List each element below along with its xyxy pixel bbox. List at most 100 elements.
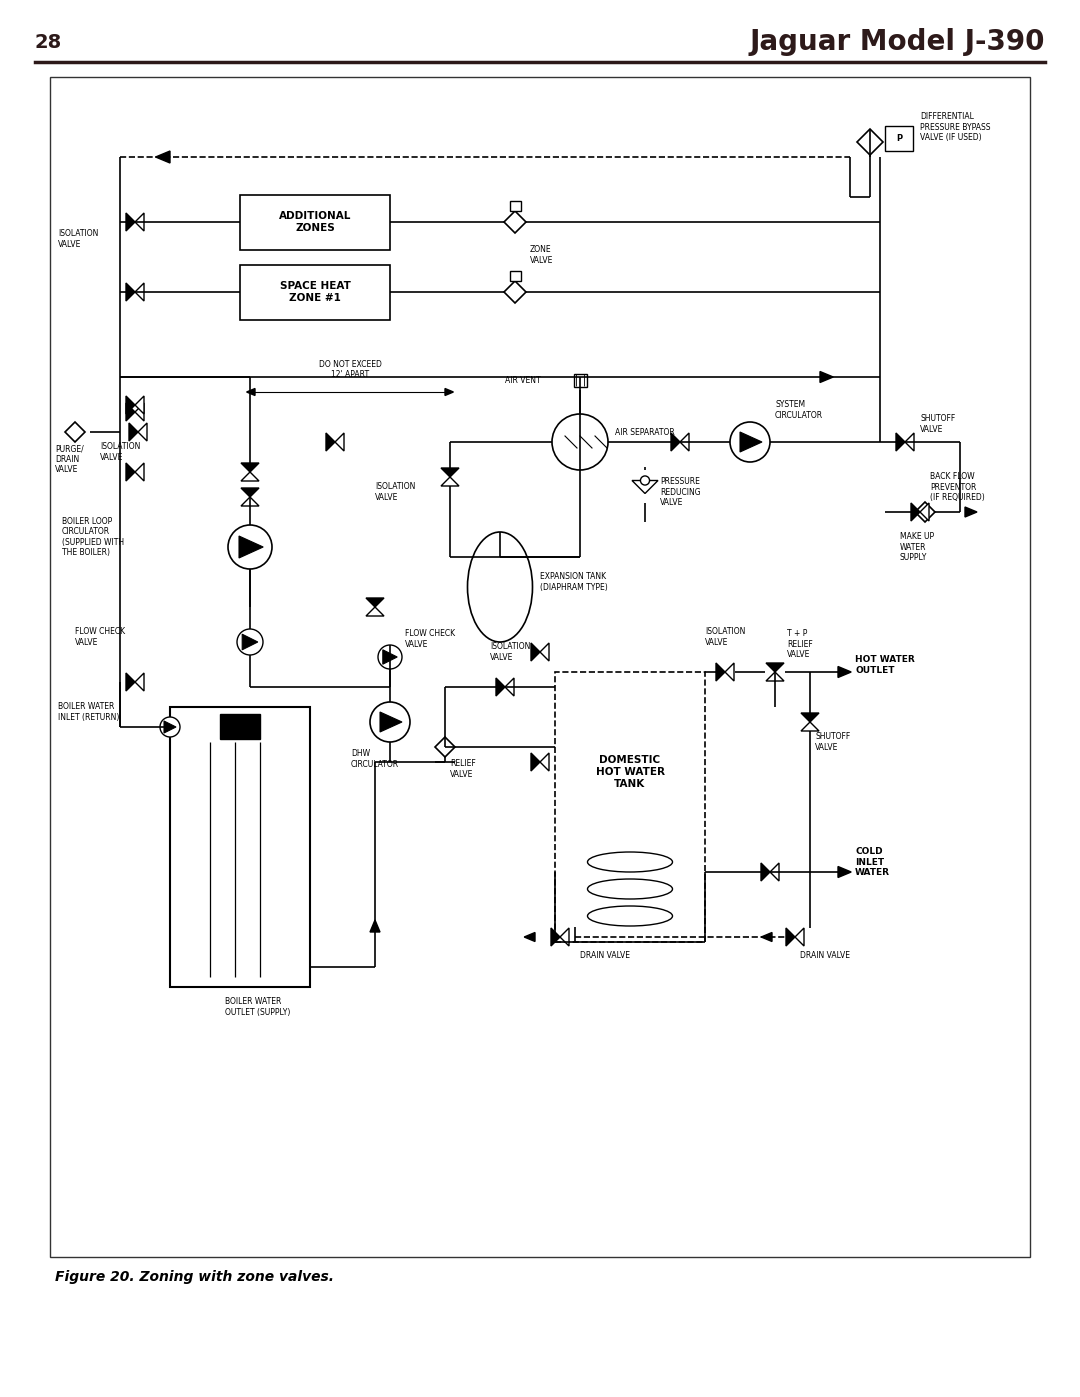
Text: T + P
RELIEF
VALVE: T + P RELIEF VALVE [787,629,813,659]
Text: ISOLATION
VALVE: ISOLATION VALVE [100,443,140,461]
Text: ISOLATION
VALVE: ISOLATION VALVE [490,643,530,662]
Text: BOILER WATER
OUTLET (SUPPLY): BOILER WATER OUTLET (SUPPLY) [225,997,291,1017]
Bar [510,271,521,281]
Polygon shape [551,928,561,946]
Text: PRESSURE
REDUCING
VALVE: PRESSURE REDUCING VALVE [660,478,701,507]
Polygon shape [435,738,455,757]
Text: BOILER WATER
INLET (RETURN): BOILER WATER INLET (RETURN) [58,703,120,722]
Polygon shape [126,673,135,692]
Circle shape [160,717,180,738]
Polygon shape [135,395,144,414]
Polygon shape [912,503,920,521]
Circle shape [228,525,272,569]
Polygon shape [241,488,259,497]
Polygon shape [770,863,779,882]
Text: FLOW CHECK
VALVE: FLOW CHECK VALVE [75,627,125,647]
Polygon shape [241,497,259,506]
Polygon shape [335,433,345,451]
Polygon shape [801,712,819,722]
Polygon shape [766,664,784,672]
Polygon shape [838,866,851,877]
Text: RELIEF
VALVE: RELIEF VALVE [450,760,476,778]
Polygon shape [915,502,935,522]
Text: ISOLATION
VALVE: ISOLATION VALVE [58,229,98,249]
Polygon shape [445,388,454,395]
Text: DOMESTIC
HOT WATER
TANK: DOMESTIC HOT WATER TANK [595,756,664,788]
Polygon shape [858,129,883,155]
Polygon shape [766,672,784,680]
Polygon shape [164,721,176,733]
Polygon shape [135,212,144,231]
Text: DIFFERENTIAL
PRESSURE BYPASS
VALVE (IF USED): DIFFERENTIAL PRESSURE BYPASS VALVE (IF U… [920,112,990,142]
Text: BOILER LOOP
CIRCULATOR
(SUPPLIED WITH
THE BOILER): BOILER LOOP CIRCULATOR (SUPPLIED WITH TH… [62,517,124,557]
Text: DO NOT EXCEED
12' APART: DO NOT EXCEED 12' APART [319,359,381,379]
Polygon shape [504,211,526,233]
Polygon shape [239,536,264,557]
Text: Figure 20. Zoning with zone valves.: Figure 20. Zoning with zone valves. [55,1270,334,1284]
Text: SHUTOFF
VALVE: SHUTOFF VALVE [815,732,850,752]
Circle shape [730,422,770,462]
Text: Jaguar Model J-390: Jaguar Model J-390 [750,28,1045,56]
Polygon shape [680,433,689,451]
Polygon shape [671,433,680,451]
Text: SPACE HEAT
ZONE #1: SPACE HEAT ZONE #1 [280,281,350,303]
Bar [50,77,1030,1257]
Text: AIR VENT: AIR VENT [505,376,541,384]
Polygon shape [801,722,819,731]
Text: ISOLATION
VALVE: ISOLATION VALVE [705,627,745,647]
Polygon shape [905,433,914,451]
Ellipse shape [468,532,532,643]
Text: DHW
CIRCULATOR: DHW CIRCULATOR [351,749,400,768]
Polygon shape [126,284,135,300]
Text: SYSTEM
CIRCULATOR: SYSTEM CIRCULATOR [775,401,823,419]
Polygon shape [896,433,905,451]
Polygon shape [761,863,770,882]
Circle shape [370,703,410,742]
Text: EXPANSION TANK
(DIAPHRAM TYPE): EXPANSION TANK (DIAPHRAM TYPE) [540,573,608,592]
Polygon shape [561,928,569,946]
Polygon shape [135,284,144,300]
Polygon shape [725,664,734,680]
Polygon shape [242,634,258,650]
Polygon shape [135,462,144,481]
Polygon shape [135,402,144,420]
Text: ISOLATION
VALVE: ISOLATION VALVE [375,482,416,502]
Polygon shape [820,372,833,383]
Text: HOT WATER
OUTLET: HOT WATER OUTLET [855,655,915,675]
Bar [170,707,310,988]
Ellipse shape [588,852,673,872]
Text: DRAIN VALVE: DRAIN VALVE [800,950,850,960]
Circle shape [378,645,402,669]
Polygon shape [370,921,380,932]
Text: 28: 28 [35,32,63,52]
Polygon shape [540,753,549,771]
Polygon shape [761,933,772,942]
Bar [573,373,586,387]
Polygon shape [632,481,658,493]
Text: COLD
INLET
WATER: COLD INLET WATER [855,847,890,877]
Text: FLOW CHECK
VALVE: FLOW CHECK VALVE [405,629,455,648]
Polygon shape [126,395,135,414]
Polygon shape [380,712,402,732]
Polygon shape [126,402,135,420]
Polygon shape [126,462,135,481]
Polygon shape [496,678,505,696]
Polygon shape [531,753,540,771]
Bar [510,201,521,211]
Polygon shape [795,928,804,946]
Polygon shape [716,664,725,680]
Polygon shape [241,462,259,472]
Text: ZONE
VALVE: ZONE VALVE [530,246,553,264]
Circle shape [552,414,608,469]
Polygon shape [740,432,762,453]
Polygon shape [156,151,170,163]
Polygon shape [920,503,929,521]
Polygon shape [540,643,549,661]
Text: SHUTOFF
VALVE: SHUTOFF VALVE [920,415,955,433]
Text: PURGE/
DRAIN
VALVE: PURGE/ DRAIN VALVE [55,444,84,474]
Text: P: P [896,134,902,142]
Text: MAKE UP
WATER
SUPPLY: MAKE UP WATER SUPPLY [900,532,934,562]
Polygon shape [138,423,147,441]
Polygon shape [382,650,397,664]
Polygon shape [441,468,459,476]
